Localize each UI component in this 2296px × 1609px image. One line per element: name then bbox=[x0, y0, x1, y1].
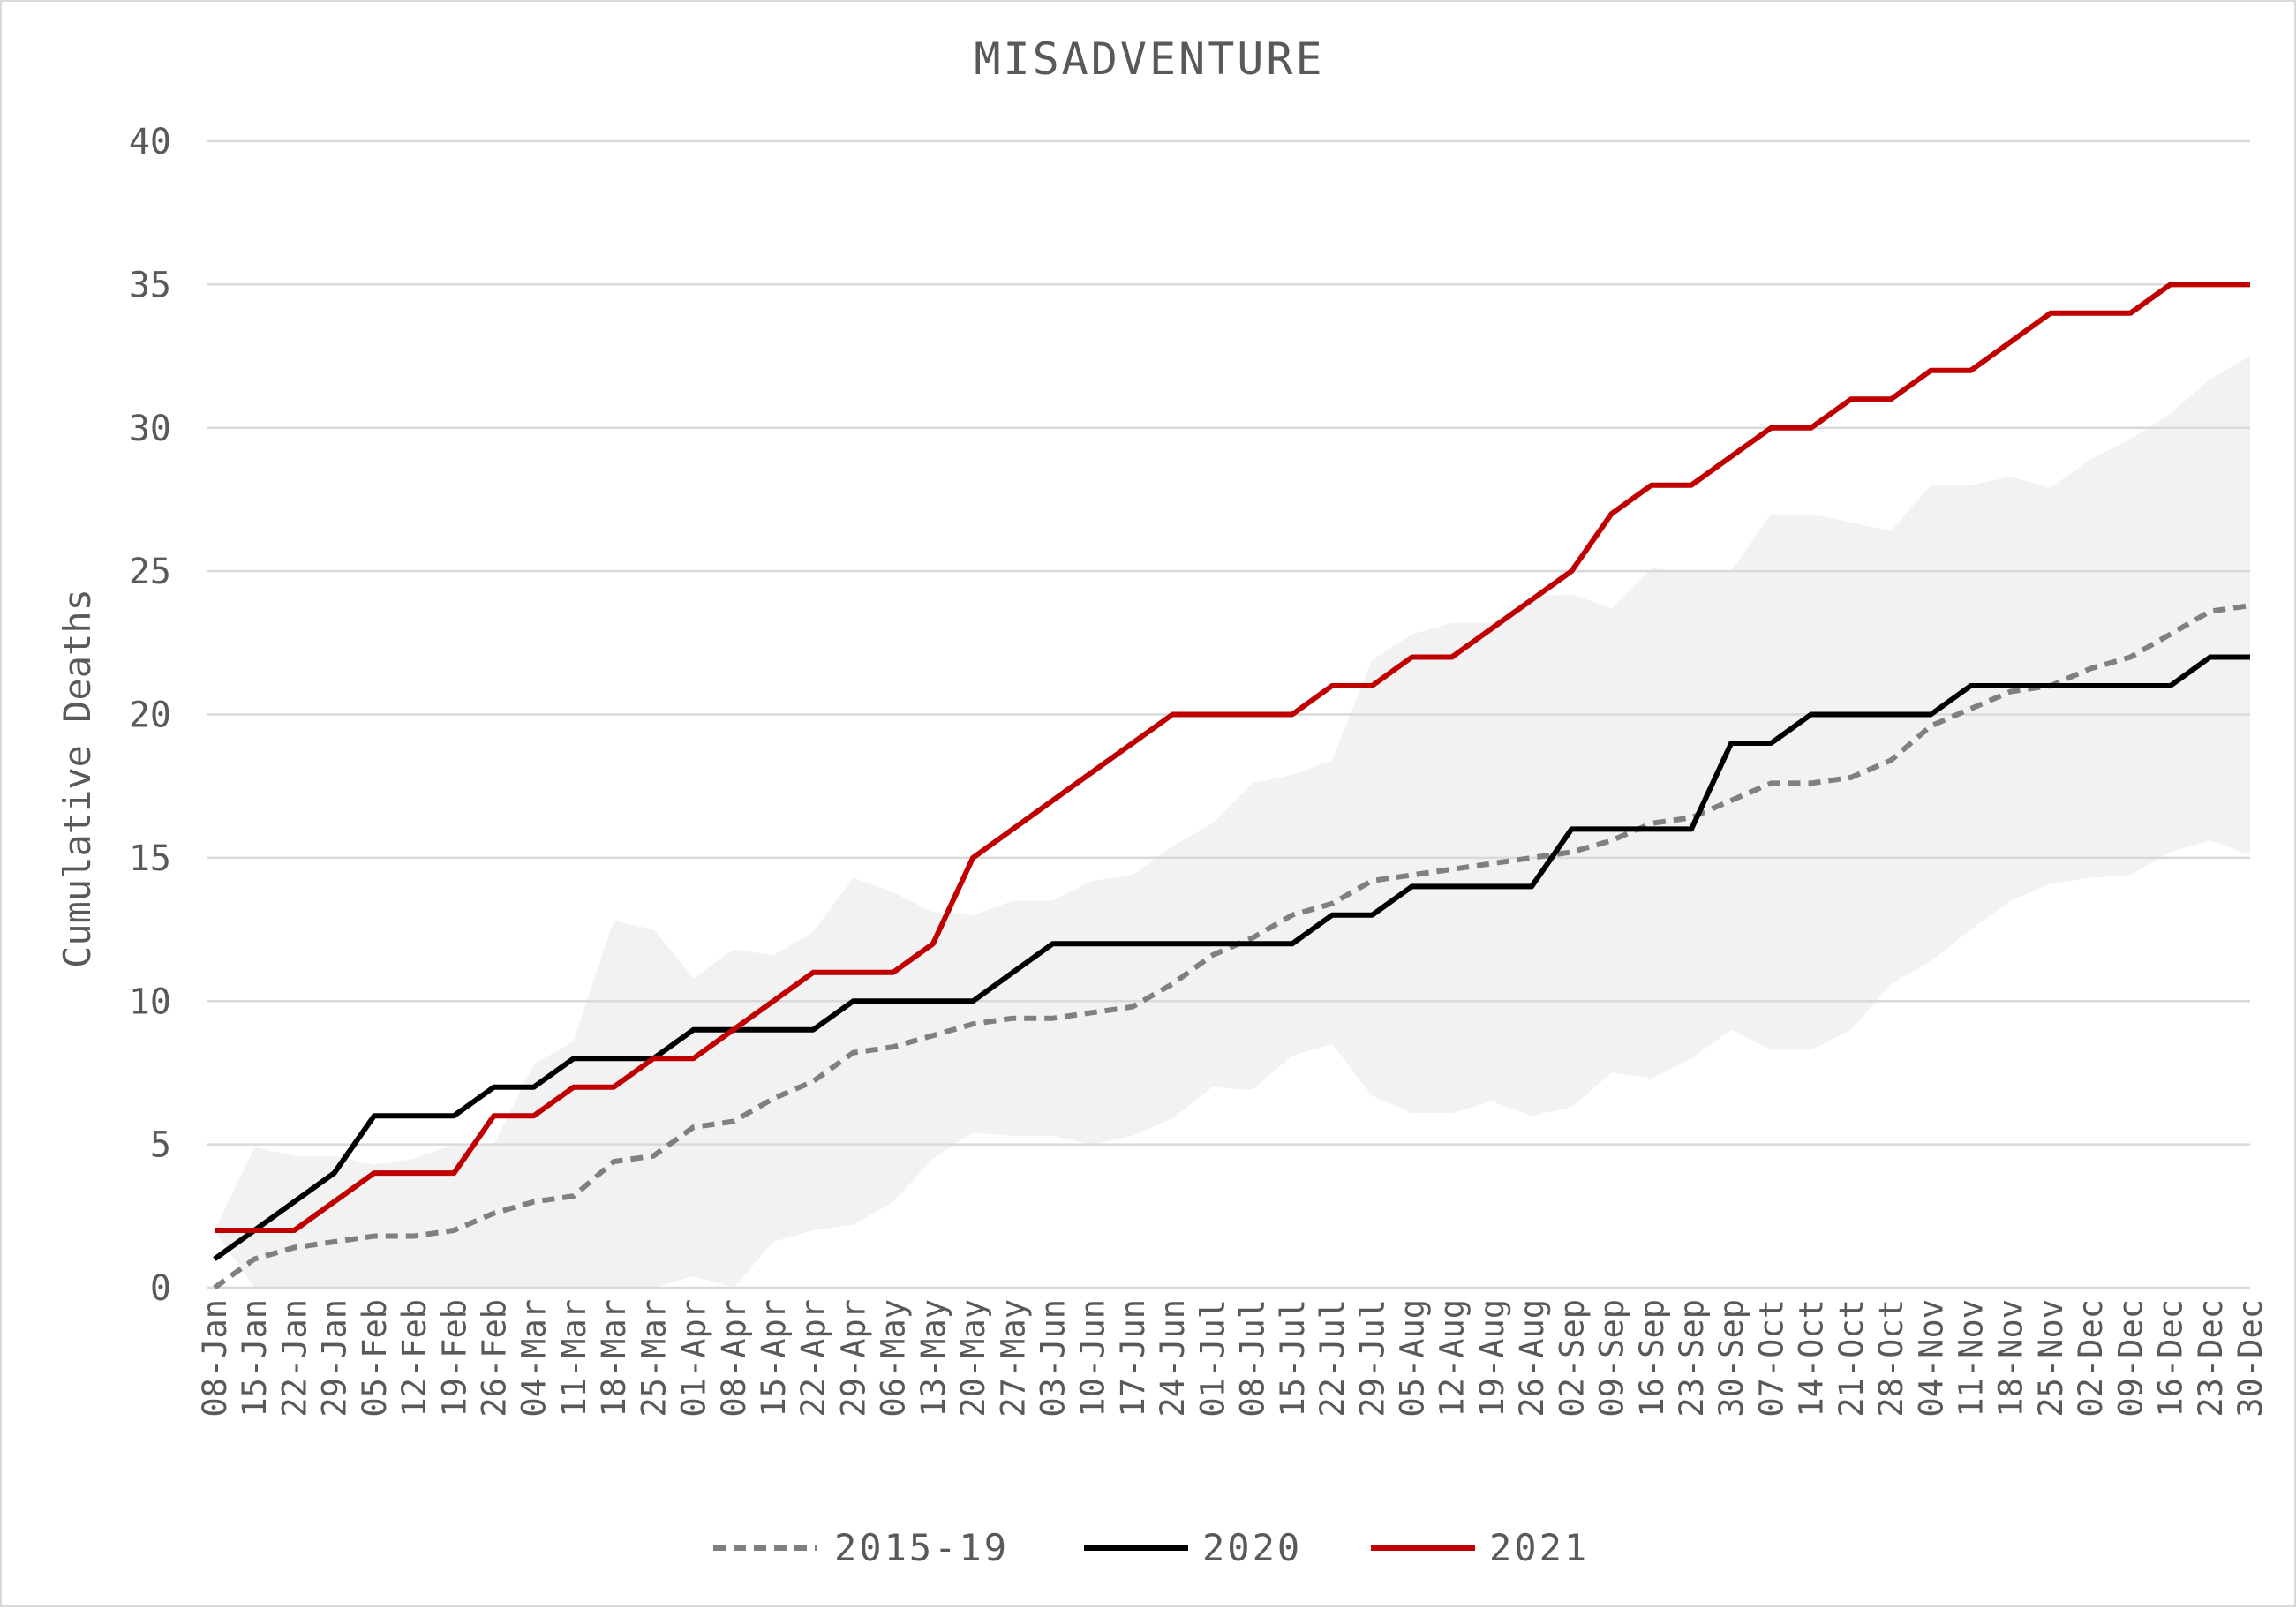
x-tick-label: 27-May bbox=[994, 1299, 1032, 1417]
x-tick-label: 18-Mar bbox=[595, 1299, 633, 1417]
range-band bbox=[215, 356, 2250, 1289]
x-tick-label: 08-Jan bbox=[196, 1299, 234, 1417]
x-tick-label: 25-Nov bbox=[2032, 1299, 2070, 1417]
legend-label-2021: 2021 bbox=[1489, 1526, 1589, 1569]
y-axis-label: Cumulative Deaths bbox=[56, 589, 99, 968]
x-tick-label: 30-Dec bbox=[2232, 1299, 2270, 1417]
x-tick-label: 04-Mar bbox=[516, 1299, 553, 1417]
range-band-layer bbox=[215, 356, 2250, 1289]
y-tick-label: 10 bbox=[129, 981, 171, 1022]
x-tick-label: 12-Aug bbox=[1434, 1299, 1472, 1417]
chart-title: MISADVENTURE bbox=[974, 34, 1324, 85]
y-tick-label: 40 bbox=[129, 122, 171, 162]
x-tick-label: 03-Jun bbox=[1035, 1299, 1073, 1417]
y-tick-label: 0 bbox=[150, 1268, 171, 1309]
x-tick-label: 13-May bbox=[915, 1299, 952, 1417]
x-tick-label: 07-Oct bbox=[1752, 1299, 1790, 1417]
x-tick-label: 09-Sep bbox=[1593, 1299, 1631, 1417]
x-tick-label: 12-Feb bbox=[395, 1299, 433, 1417]
x-tick-label: 23-Sep bbox=[1673, 1299, 1711, 1417]
x-tick-label: 16-Dec bbox=[2152, 1299, 2190, 1417]
x-tick-label: 19-Feb bbox=[435, 1299, 473, 1417]
x-tick-label: 14-Oct bbox=[1793, 1299, 1831, 1417]
x-tick-label: 15-Jul bbox=[1274, 1299, 1312, 1417]
x-tick-label: 17-Jun bbox=[1114, 1299, 1152, 1417]
y-tick-label: 35 bbox=[129, 265, 171, 305]
x-tick-label: 21-Oct bbox=[1833, 1299, 1871, 1417]
x-tick-label: 15-Apr bbox=[755, 1299, 793, 1417]
x-tick-label: 29-Jan bbox=[316, 1299, 354, 1417]
y-tick-label: 5 bbox=[150, 1125, 171, 1166]
x-tick-label: 20-May bbox=[954, 1299, 992, 1417]
y-axis-ticks: 0 5 10 15 20 25 30 35 40 bbox=[129, 122, 171, 1309]
x-axis-ticks: 08-Jan 15-Jan 22-Jan 29-Jan 05-Feb 12-Feb 19-F… bbox=[196, 1299, 2270, 1417]
x-tick-label: 26-Aug bbox=[1513, 1299, 1551, 1417]
x-tick-label: 08-Jul bbox=[1234, 1299, 1272, 1417]
y-tick-label: 15 bbox=[129, 838, 171, 879]
x-tick-label: 22-Jul bbox=[1314, 1299, 1351, 1417]
x-tick-label: 09-Dec bbox=[2112, 1299, 2149, 1417]
y-tick-label: 20 bbox=[129, 695, 171, 736]
legend-label-2020: 2020 bbox=[1202, 1526, 1302, 1569]
x-tick-label: 01-Apr bbox=[675, 1299, 713, 1417]
y-tick-label: 25 bbox=[129, 552, 171, 592]
x-tick-label: 05-Feb bbox=[356, 1299, 394, 1417]
x-tick-label: 28-Oct bbox=[1872, 1299, 1910, 1417]
x-tick-label: 30-Sep bbox=[1713, 1299, 1750, 1417]
x-tick-label: 24-Jun bbox=[1154, 1299, 1192, 1417]
x-tick-label: 06-May bbox=[875, 1299, 913, 1417]
x-tick-label: 26-Feb bbox=[476, 1299, 514, 1417]
x-tick-label: 25-Mar bbox=[635, 1299, 673, 1417]
legend: 2015-19 2020 2021 bbox=[713, 1526, 1589, 1569]
series-layer bbox=[213, 282, 2251, 1290]
x-tick-label: 23-Dec bbox=[2192, 1299, 2230, 1417]
x-tick-label: 11-Mar bbox=[555, 1299, 593, 1417]
x-tick-label: 19-Aug bbox=[1473, 1299, 1511, 1417]
x-tick-label: 08-Apr bbox=[715, 1299, 753, 1417]
x-tick-label: 29-Jul bbox=[1353, 1299, 1391, 1417]
x-tick-label: 10-Jun bbox=[1074, 1299, 1112, 1417]
series-line-2021 bbox=[215, 282, 2250, 1233]
x-tick-label: 22-Apr bbox=[794, 1299, 832, 1417]
series-line-2020 bbox=[213, 654, 2250, 1261]
x-tick-label: 02-Dec bbox=[2072, 1299, 2110, 1417]
x-tick-label: 22-Jan bbox=[275, 1299, 313, 1417]
x-tick-label: 18-Nov bbox=[1992, 1299, 2030, 1417]
x-tick-label: 11-Nov bbox=[1953, 1299, 1991, 1417]
x-tick-label: 04-Nov bbox=[1912, 1299, 1950, 1417]
x-tick-label: 05-Aug bbox=[1394, 1299, 1432, 1417]
x-tick-label: 29-Apr bbox=[835, 1299, 873, 1417]
x-tick-label: 02-Sep bbox=[1553, 1299, 1591, 1417]
y-tick-label: 30 bbox=[129, 409, 171, 449]
x-tick-label: 15-Jan bbox=[236, 1299, 274, 1417]
legend-label-2015-19: 2015-19 bbox=[834, 1526, 1009, 1569]
x-tick-label: 01-Jul bbox=[1193, 1299, 1231, 1417]
x-tick-label: 16-Sep bbox=[1633, 1299, 1671, 1417]
series-line-2015-19 bbox=[213, 603, 2251, 1290]
